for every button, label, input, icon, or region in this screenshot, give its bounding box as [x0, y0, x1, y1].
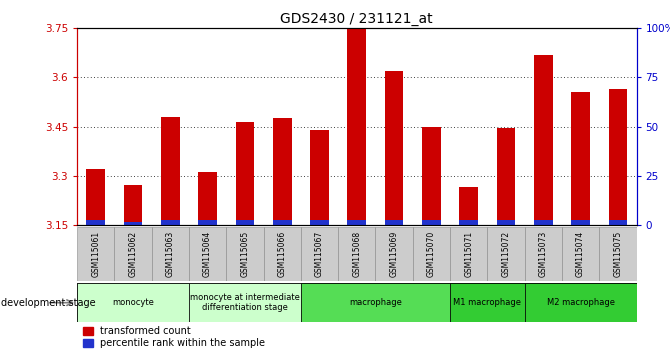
- Bar: [534, 220, 553, 225]
- Text: GSM115068: GSM115068: [352, 231, 361, 277]
- Bar: [77, 227, 115, 281]
- Text: GSM115062: GSM115062: [129, 231, 137, 277]
- Text: monocyte at intermediate
differentiation stage: monocyte at intermediate differentiation…: [190, 293, 299, 312]
- Text: GSM115073: GSM115073: [539, 231, 548, 277]
- Bar: [310, 130, 329, 225]
- Bar: [496, 128, 515, 225]
- Text: GSM115066: GSM115066: [277, 231, 287, 277]
- Bar: [189, 227, 226, 281]
- Bar: [572, 220, 590, 225]
- Bar: [422, 126, 441, 225]
- Bar: [301, 227, 338, 281]
- Title: GDS2430 / 231121_at: GDS2430 / 231121_at: [281, 12, 433, 26]
- Bar: [273, 220, 291, 225]
- Text: GSM115069: GSM115069: [389, 231, 399, 277]
- Bar: [263, 227, 301, 281]
- Legend: transformed count, percentile rank within the sample: transformed count, percentile rank withi…: [82, 325, 267, 349]
- Bar: [534, 55, 553, 225]
- Bar: [77, 283, 189, 322]
- Bar: [236, 122, 254, 225]
- Bar: [375, 227, 413, 281]
- Bar: [422, 220, 441, 225]
- Text: GSM115071: GSM115071: [464, 231, 473, 277]
- Text: GSM115075: GSM115075: [613, 231, 622, 277]
- Bar: [348, 28, 366, 225]
- Bar: [124, 222, 142, 225]
- Bar: [198, 172, 217, 225]
- Bar: [608, 89, 627, 225]
- Bar: [301, 283, 450, 322]
- Bar: [385, 220, 403, 225]
- Bar: [599, 227, 636, 281]
- Bar: [226, 227, 263, 281]
- Text: GSM115063: GSM115063: [165, 231, 175, 277]
- Bar: [124, 185, 142, 225]
- Bar: [525, 227, 562, 281]
- Text: GSM115067: GSM115067: [315, 231, 324, 277]
- Bar: [115, 227, 151, 281]
- Bar: [86, 220, 105, 225]
- Bar: [572, 92, 590, 225]
- Bar: [562, 227, 599, 281]
- Bar: [385, 71, 403, 225]
- Text: GSM115065: GSM115065: [241, 231, 249, 277]
- Bar: [198, 220, 217, 225]
- Bar: [450, 227, 487, 281]
- Bar: [236, 220, 254, 225]
- Text: macrophage: macrophage: [349, 298, 402, 307]
- Bar: [525, 283, 636, 322]
- Bar: [151, 227, 189, 281]
- Bar: [348, 220, 366, 225]
- Text: GSM115072: GSM115072: [501, 231, 511, 277]
- Bar: [161, 117, 180, 225]
- Bar: [450, 283, 525, 322]
- Text: GSM115070: GSM115070: [427, 231, 436, 277]
- Text: GSM115061: GSM115061: [91, 231, 100, 277]
- Text: M1 macrophage: M1 macrophage: [454, 298, 521, 307]
- Bar: [161, 220, 180, 225]
- Bar: [460, 220, 478, 225]
- Bar: [273, 118, 291, 225]
- Text: M2 macrophage: M2 macrophage: [547, 298, 614, 307]
- Bar: [608, 220, 627, 225]
- Text: GSM115064: GSM115064: [203, 231, 212, 277]
- Bar: [310, 220, 329, 225]
- Bar: [86, 169, 105, 225]
- Bar: [496, 220, 515, 225]
- Bar: [460, 187, 478, 225]
- Bar: [413, 227, 450, 281]
- Text: monocyte: monocyte: [112, 298, 154, 307]
- Text: development stage: development stage: [1, 298, 96, 308]
- Bar: [189, 283, 301, 322]
- Bar: [338, 227, 375, 281]
- Text: GSM115074: GSM115074: [576, 231, 585, 277]
- Bar: [487, 227, 525, 281]
